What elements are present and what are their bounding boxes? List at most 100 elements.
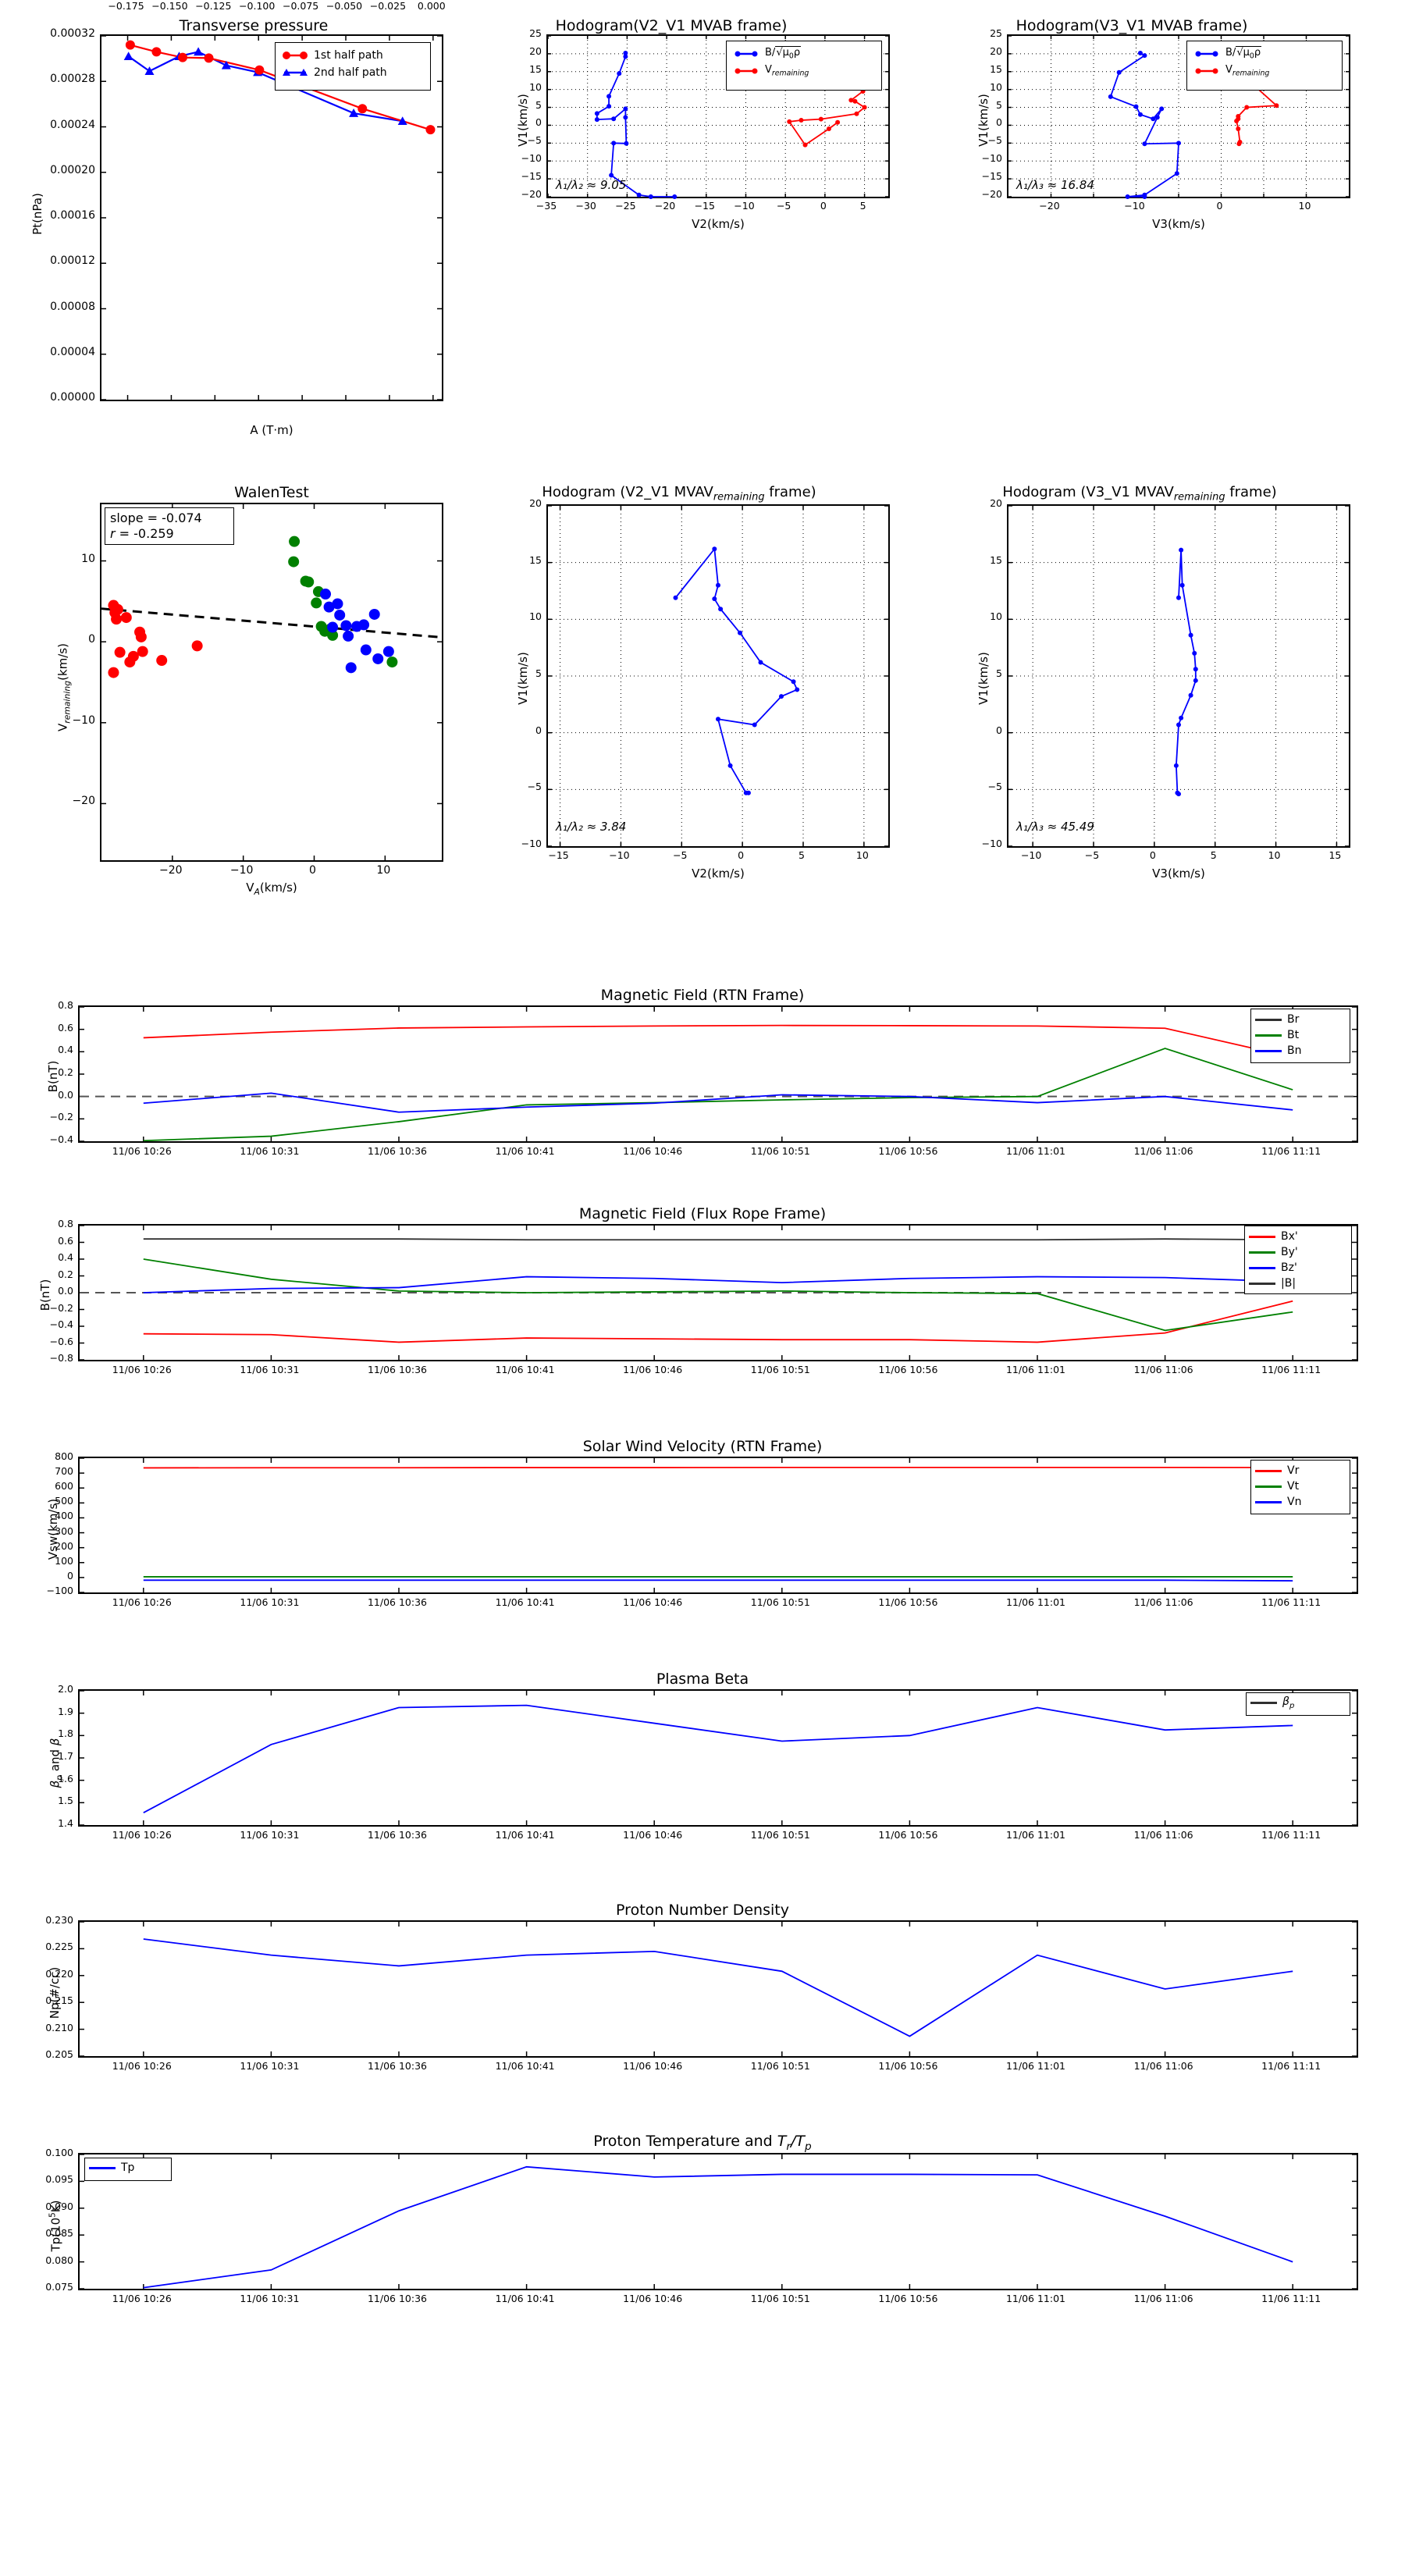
- ts6-legend: Tp: [84, 2158, 172, 2181]
- legend-label: Vremaining: [1225, 64, 1270, 78]
- axis-tick-label: 5: [859, 200, 866, 212]
- axis-tick-label: 11/06 10:56: [878, 1364, 938, 1375]
- legend-item: βp: [1250, 1695, 1346, 1710]
- tp-xlabel: A (T·m): [250, 423, 293, 437]
- legend-item: Vn: [1255, 1494, 1346, 1510]
- axis-tick-label: 5: [799, 849, 805, 861]
- axis-tick-label: 2.0: [58, 1683, 73, 1695]
- axis-tick-label: 0.00016: [50, 209, 95, 222]
- axis-tick-label: −5: [527, 781, 542, 793]
- axis-tick-label: 10: [1298, 200, 1311, 212]
- axis-tick-label: −35: [535, 200, 557, 212]
- mag-rtn-plot: [78, 1005, 1358, 1143]
- axis-tick-label: −0.025: [369, 0, 407, 12]
- axis-tick-label: 11/06 10:31: [240, 2293, 300, 2304]
- axis-tick-label: 0.4: [58, 1251, 73, 1263]
- axis-tick-label: 11/06 10:41: [495, 1829, 555, 1841]
- axis-tick-label: −15: [521, 170, 542, 183]
- legend-item: Vr: [1255, 1463, 1346, 1478]
- axis-tick-label: 11/06 10:46: [623, 1145, 683, 1157]
- axis-tick-label: 0: [67, 1569, 73, 1582]
- axis-tick-label: 0.220: [45, 1967, 73, 1980]
- vsw-plot: [78, 1457, 1358, 1594]
- legend-label: 1st half path: [314, 49, 383, 62]
- axis-tick-label: 11/06 10:36: [367, 1364, 428, 1375]
- axis-tick-label: 20: [529, 44, 542, 57]
- axis-tick-label: 0.6: [58, 1234, 73, 1247]
- axis-tick-label: 5: [535, 98, 542, 111]
- proton-density-plot: [78, 1920, 1358, 2058]
- axis-tick-label: 25: [529, 27, 542, 39]
- axis-tick-label: 10: [990, 80, 1002, 93]
- axis-tick-label: 10: [529, 610, 542, 623]
- plasma-beta-canvas: [80, 1690, 1357, 1826]
- axis-tick-label: 11/06 11:06: [1133, 1145, 1193, 1157]
- axis-tick-label: −0.125: [195, 0, 232, 12]
- hodo1-eigen-annotation: λ₁/λ₂ ≈ 9.05: [556, 178, 627, 192]
- axis-tick-label: −10: [1124, 200, 1145, 212]
- axis-tick-label: 0.095: [45, 2173, 73, 2186]
- axis-tick-label: 0.00008: [50, 300, 95, 313]
- axis-tick-label: 0.00012: [50, 254, 95, 268]
- axis-tick-label: 0.075: [45, 2281, 73, 2293]
- axis-tick-label: 11/06 11:11: [1261, 1829, 1321, 1841]
- axis-tick-label: −0.100: [239, 0, 276, 12]
- axis-tick-label: 0.2: [58, 1066, 73, 1078]
- mag-fluxrope-canvas: [80, 1225, 1357, 1361]
- axis-tick-label: 11/06 10:31: [240, 1145, 300, 1157]
- axis-tick-label: 11/06 11:06: [1133, 1596, 1193, 1608]
- axis-tick-label: 0.230: [45, 1914, 73, 1926]
- legend-label: B/√μ0ρ: [1225, 46, 1262, 61]
- axis-tick-label: −0.8: [49, 1352, 73, 1364]
- axis-tick-label: −15: [981, 170, 1002, 183]
- line-swatch-icon: [1255, 1500, 1282, 1503]
- axis-tick-label: −0.4: [49, 1133, 73, 1145]
- legend-item: Br: [1255, 1012, 1346, 1027]
- axis-tick-label: 0.00024: [50, 118, 95, 131]
- red-line-marker-icon: [733, 66, 759, 76]
- ts3-legend: Vr Vt Vn: [1250, 1460, 1350, 1514]
- axis-tick-label: −0.150: [151, 0, 188, 12]
- line-swatch-icon: [1249, 1266, 1275, 1269]
- axis-tick-label: 11/06 11:01: [1005, 1829, 1066, 1841]
- axis-tick-label: 1.5: [58, 1795, 73, 1807]
- walen-plot: [100, 503, 443, 862]
- axis-tick-label: 0.225: [45, 1941, 73, 1953]
- axis-tick-label: 11/06 11:01: [1005, 2293, 1066, 2304]
- axis-tick-label: −10: [981, 152, 1002, 165]
- legend-label: |B|: [1281, 1277, 1297, 1290]
- axis-tick-label: 10: [376, 864, 391, 877]
- axis-tick-label: −10: [72, 713, 95, 727]
- axis-tick-label: −10: [734, 200, 755, 212]
- hodo2-eigen-annotation: λ₁/λ₃ ≈ 16.84: [1016, 178, 1094, 192]
- axis-tick-label: −20: [159, 864, 183, 877]
- tp-legend: 1st half path 2nd half path: [275, 42, 431, 91]
- axis-tick-label: 11/06 11:11: [1261, 1145, 1321, 1157]
- axis-tick-label: 11/06 10:56: [878, 1145, 938, 1157]
- axis-tick-label: 5: [996, 98, 1002, 111]
- axis-tick-label: 1.4: [58, 1817, 73, 1829]
- axis-tick-label: −5: [527, 134, 542, 147]
- axis-tick-label: 0.00028: [50, 73, 95, 86]
- axis-tick-label: 11/06 10:36: [367, 1145, 428, 1157]
- axis-tick-label: 11/06 10:51: [750, 2293, 810, 2304]
- axis-tick-label: 25: [990, 27, 1002, 39]
- axis-tick-label: 15: [990, 553, 1002, 566]
- axis-tick-label: 1.7: [58, 1750, 73, 1762]
- ts5-title: Proton Number Density: [616, 1902, 789, 1919]
- axis-tick-label: −10: [609, 849, 630, 861]
- hodo2-legend: B/√μ0ρ Vremaining: [1186, 41, 1343, 91]
- line-swatch-icon: [1250, 1701, 1277, 1704]
- ts6-title: Proton Temperature and Tr/Tp: [593, 2133, 812, 2153]
- axis-tick-label: 200: [55, 1539, 73, 1552]
- ts1-legend: Br Bt Bn: [1250, 1009, 1350, 1063]
- axis-tick-label: 11/06 10:26: [112, 1596, 172, 1608]
- axis-tick-label: 11/06 10:26: [112, 2293, 172, 2304]
- axis-tick-label: 0: [738, 849, 745, 861]
- proton-density-canvas: [80, 1921, 1357, 2057]
- axis-tick-label: 11/06 10:51: [750, 1596, 810, 1608]
- ts4-title: Plasma Beta: [656, 1670, 749, 1688]
- line-swatch-icon: [1249, 1282, 1275, 1285]
- axis-tick-label: 11/06 11:11: [1261, 2293, 1321, 2304]
- legend-item: B/√μ0ρ: [1193, 45, 1336, 62]
